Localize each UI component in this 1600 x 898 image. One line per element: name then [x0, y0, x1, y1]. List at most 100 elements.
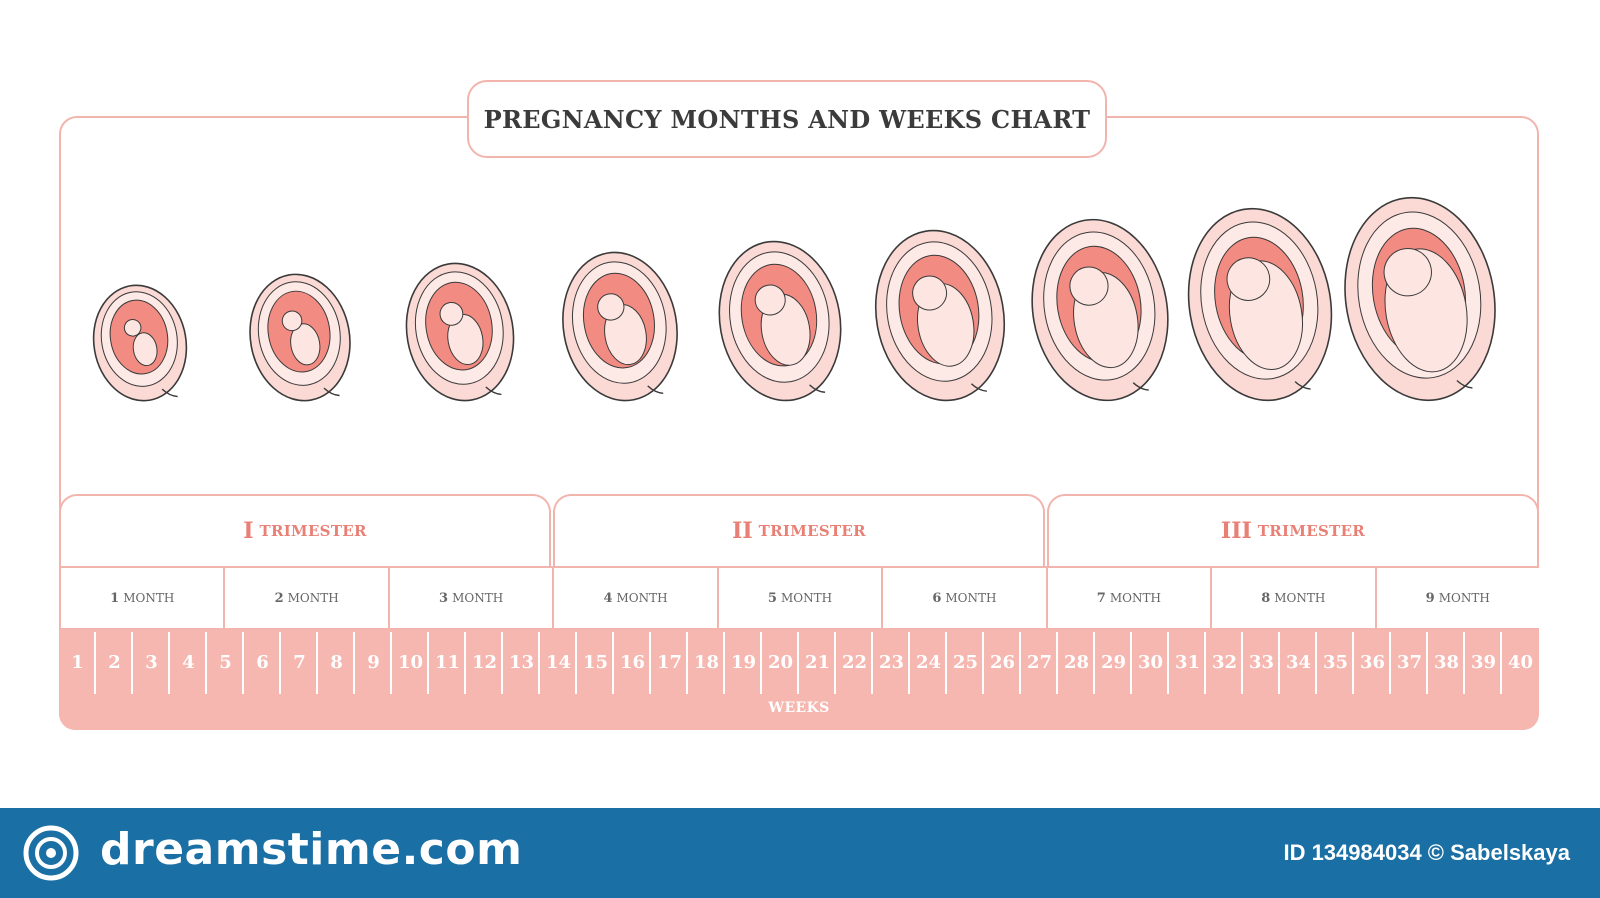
week-number: 33: [1248, 651, 1275, 673]
week-cell: 20: [762, 630, 799, 694]
fetus-stage-8: [1187, 207, 1333, 402]
trimester-numeral: III: [1220, 518, 1252, 544]
month-number: 8: [1261, 590, 1271, 606]
fetus-stage-9: [1344, 196, 1496, 402]
week-cell: 5: [207, 630, 244, 694]
fetus-body: [132, 332, 158, 367]
dreamstime-logo-icon: [23, 825, 79, 881]
cervix: [1132, 382, 1149, 391]
month-cell: 8 MONTH: [1212, 568, 1377, 628]
stock-id: ID 134984034 © Sabelskaya: [1283, 840, 1570, 865]
week-cell: 40: [1502, 630, 1539, 694]
week-number: 9: [367, 651, 380, 673]
week-number: 11: [434, 651, 461, 673]
week-number: 23: [878, 651, 905, 673]
month-cell: 6 MONTH: [883, 568, 1048, 628]
week-number: 40: [1507, 651, 1534, 673]
week-number: 34: [1285, 651, 1312, 673]
month-number: 3: [439, 590, 449, 606]
week-number: 18: [693, 651, 720, 673]
cervix: [647, 385, 664, 395]
week-number: 6: [256, 651, 269, 673]
week-number: 10: [397, 651, 424, 673]
week-cell: 3: [133, 630, 170, 694]
week-cell: 34: [1280, 630, 1317, 694]
weeks-caption: WEEKS: [768, 700, 830, 716]
week-number: 29: [1100, 651, 1127, 673]
week-cell: 13: [503, 630, 540, 694]
fetus-stage-3: [405, 262, 515, 402]
week-cell: 32: [1206, 630, 1243, 694]
month-word: MONTH: [1274, 591, 1326, 605]
month-word: MONTH: [616, 591, 668, 605]
week-cell: 6: [244, 630, 281, 694]
week-cell: 22: [836, 630, 873, 694]
month-cell: 9 MONTH: [1377, 568, 1539, 628]
week-cell: 21: [799, 630, 836, 694]
week-cell: 4: [170, 630, 207, 694]
trimester-2: II TRIMESTER: [553, 494, 1045, 566]
week-number: 12: [471, 651, 498, 673]
week-cell: 10: [392, 630, 429, 694]
cervix: [1456, 380, 1473, 389]
week-number: 26: [989, 651, 1016, 673]
month-number: 5: [767, 590, 777, 606]
week-number: 15: [582, 651, 609, 673]
week-cell: 23: [873, 630, 910, 694]
week-cell: 35: [1317, 630, 1354, 694]
week-cell: 8: [318, 630, 355, 694]
week-cell: 39: [1465, 630, 1502, 694]
month-number: 6: [932, 590, 942, 606]
week-number: 2: [108, 651, 121, 673]
fetus-head: [439, 301, 464, 326]
cervix: [1294, 381, 1311, 390]
week-number: 16: [619, 651, 646, 673]
month-cell: 3 MONTH: [390, 568, 555, 628]
week-number: 25: [952, 651, 979, 673]
fetus-stage-1: [92, 284, 188, 402]
week-number: 14: [545, 651, 572, 673]
week-cell: 24: [910, 630, 947, 694]
brand-name[interactable]: dreamstime.com: [100, 824, 523, 875]
month-cell: 7 MONTH: [1048, 568, 1213, 628]
month-cell: 5 MONTH: [719, 568, 884, 628]
week-number: 3: [145, 651, 158, 673]
week-cell: 7: [281, 630, 318, 694]
month-number: 4: [603, 590, 613, 606]
week-cell: 36: [1354, 630, 1391, 694]
cervix: [485, 386, 502, 396]
footer-bar: dreamstime.com ID 134984034 © Sabelskaya: [0, 808, 1600, 898]
week-number: 22: [841, 651, 868, 673]
fetus-stage-2: [249, 273, 351, 402]
week-number: 30: [1137, 651, 1164, 673]
week-cell: 12: [466, 630, 503, 694]
trimester-word: TRIMESTER: [259, 522, 367, 540]
week-number: 1: [71, 651, 84, 673]
fetus-head: [754, 284, 786, 316]
month-cell: 4 MONTH: [554, 568, 719, 628]
month-word: MONTH: [945, 591, 997, 605]
week-cell: 31: [1169, 630, 1206, 694]
week-number: 20: [767, 651, 794, 673]
month-cell: 2 MONTH: [225, 568, 390, 628]
week-number: 35: [1322, 651, 1349, 673]
month-word: MONTH: [287, 591, 339, 605]
week-cell: 26: [984, 630, 1021, 694]
trimester-numeral: I: [243, 518, 254, 544]
week-cell: 38: [1428, 630, 1465, 694]
week-cell: 19: [725, 630, 762, 694]
week-cell: 16: [614, 630, 651, 694]
week-cell: 9: [355, 630, 392, 694]
week-cell: 2: [96, 630, 133, 694]
week-number: 38: [1433, 651, 1460, 673]
fetus-stage-7: [1031, 218, 1169, 402]
fetus-head: [597, 293, 625, 321]
title-box: PREGNANCY MONTHS AND WEEKS CHART: [467, 80, 1107, 158]
month-number: 1: [110, 590, 120, 606]
cervix: [161, 388, 178, 398]
week-cell: 17: [651, 630, 688, 694]
fetus-head: [1226, 257, 1271, 301]
cervix: [809, 384, 826, 393]
trimester-row: I TRIMESTER II TRIMESTER III TRIMESTER: [59, 494, 1539, 566]
week-number: 8: [330, 651, 343, 673]
